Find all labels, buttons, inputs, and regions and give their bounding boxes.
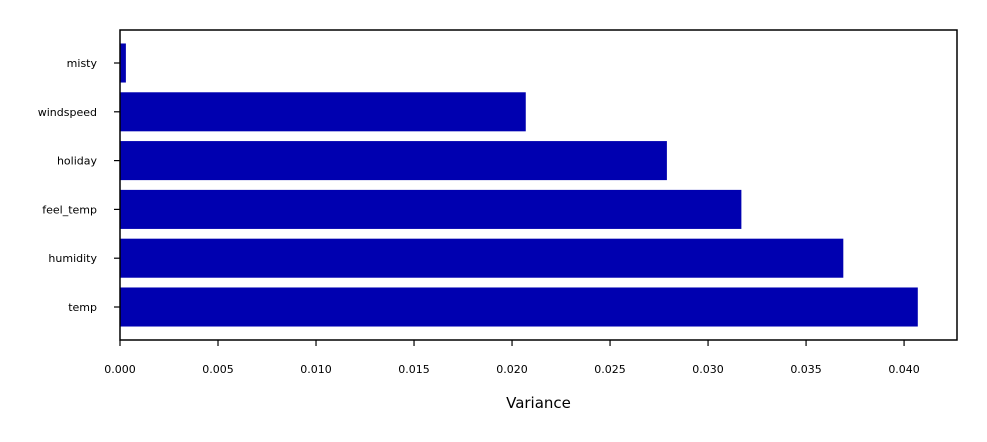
x-tick-label: 0.020	[496, 363, 528, 376]
plot-frame	[119, 29, 958, 341]
bar-feel-temp	[120, 189, 742, 229]
bar-windspeed	[120, 92, 526, 132]
bar-temp	[120, 287, 918, 327]
y-tick-label: temp	[68, 301, 97, 314]
bars-group	[120, 43, 918, 327]
x-tick-label: 0.030	[692, 363, 724, 376]
x-tick-label: 0.035	[790, 363, 822, 376]
x-tick-label: 0.015	[398, 363, 430, 376]
bar-misty	[120, 43, 126, 83]
y-tick-label: windspeed	[38, 106, 97, 119]
x-tick-label: 0.005	[202, 363, 234, 376]
bar-humidity	[120, 238, 844, 278]
x-axis-title: Variance	[506, 394, 571, 412]
bar-holiday	[120, 141, 667, 181]
x-axis-ticks: 0.000 0.005 0.010 0.015 0.020 0.025 0.030 0.035…	[104, 340, 920, 376]
x-tick-label: 0.040	[888, 363, 920, 376]
x-tick-label: 0.010	[300, 363, 332, 376]
x-tick-label: 0.000	[104, 363, 136, 376]
y-tick-label: holiday	[57, 155, 98, 168]
y-tick-label: feel_temp	[42, 203, 97, 216]
x-tick-label: 0.025	[594, 363, 626, 376]
y-tick-label: misty	[67, 57, 98, 70]
y-tick-label: humidity	[48, 252, 97, 265]
y-axis-ticks: temp humidity feel_temp holiday windspeed mis…	[38, 57, 120, 314]
